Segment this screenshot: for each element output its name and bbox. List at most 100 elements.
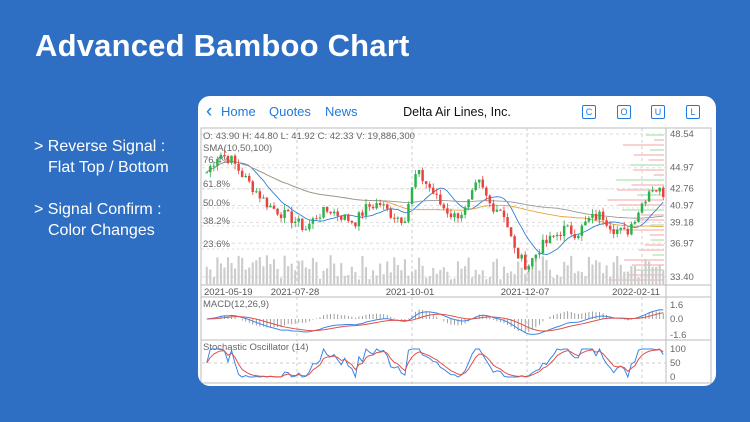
candle-body: [594, 213, 598, 220]
volume-bar: [449, 279, 452, 285]
home-link[interactable]: Home: [221, 104, 256, 119]
volume-bar: [488, 276, 491, 285]
volume-profile-bar: [649, 149, 664, 151]
volume-bar: [594, 260, 598, 285]
candle-body: [230, 155, 233, 163]
candle-body: [322, 206, 325, 218]
candle-body: [414, 174, 417, 188]
candle-body: [569, 225, 573, 235]
sma-label: SMA(10,50,100): [203, 143, 272, 154]
candle-body: [368, 204, 371, 207]
volume-bar: [368, 279, 371, 285]
volume-bar: [524, 274, 527, 285]
volume-bar: [446, 271, 449, 285]
candle-body: [587, 217, 591, 222]
c-button[interactable]: C: [582, 105, 596, 119]
volume-bar: [354, 272, 357, 285]
candle-body: [502, 210, 506, 218]
candle-body: [630, 223, 633, 235]
volume-bar: [315, 261, 318, 285]
volume-bar: [517, 261, 520, 285]
volume-bar: [234, 268, 237, 285]
volume-bar: [407, 275, 410, 285]
volume-bar: [545, 259, 548, 285]
volume-bar: [538, 270, 541, 285]
price-tick-label: 39.18: [670, 217, 694, 228]
candle-body: [577, 235, 580, 239]
volume-bar: [605, 265, 608, 285]
candle-body: [647, 191, 651, 202]
candle-body: [272, 205, 276, 209]
feature-item: > Reverse Signal : Flat Top / Bottom: [34, 136, 169, 178]
candle-body: [562, 225, 566, 237]
candle-body: [262, 197, 265, 199]
volume-bar: [534, 256, 537, 285]
volume-bar: [237, 255, 240, 285]
candle-body: [439, 194, 442, 205]
volume-bar: [379, 263, 382, 285]
news-link[interactable]: News: [325, 104, 358, 119]
volume-bar: [587, 256, 590, 285]
volume-bar: [591, 264, 594, 285]
candle-body: [467, 199, 470, 208]
stock-chart[interactable]: 48.5444.9742.7640.9739.1836.9733.4076.4%…: [198, 96, 716, 386]
quotes-link[interactable]: Quotes: [269, 104, 311, 119]
volume-bar: [311, 257, 314, 285]
volume-bar: [552, 277, 555, 285]
candle-body: [357, 212, 361, 227]
l-button[interactable]: L: [686, 105, 700, 119]
candle-body: [654, 190, 658, 192]
candle-body: [410, 187, 414, 204]
volume-bar: [474, 269, 477, 285]
candle-body: [329, 211, 332, 214]
volume-bar: [340, 263, 343, 285]
headline: Advanced Bamboo Chart: [35, 28, 410, 63]
volume-bar: [460, 268, 463, 285]
candle-body: [308, 223, 311, 230]
price-tick-label: 44.97: [670, 163, 694, 174]
candle-body: [623, 227, 626, 229]
stochastic-tick-label: 100: [670, 344, 686, 355]
candle-body: [244, 175, 247, 178]
candle-body: [251, 181, 255, 193]
feature-item: > Signal Confirm : Color Changes: [34, 199, 169, 241]
volume-bar: [453, 278, 456, 285]
candle-body: [545, 239, 548, 244]
volume-profile-bar: [636, 219, 664, 221]
candle-body: [304, 229, 308, 231]
volume-profile-bar: [653, 174, 664, 176]
volume-bar: [329, 255, 332, 285]
volume-bar: [492, 261, 495, 285]
volume-profile-bar: [607, 199, 664, 201]
volume-bar: [343, 275, 346, 285]
candle-body: [283, 209, 286, 219]
candle-body: [311, 218, 315, 224]
volume-bar: [435, 273, 438, 285]
u-button[interactable]: U: [651, 105, 665, 119]
volume-profile-bar: [608, 279, 664, 281]
candle-body: [431, 187, 435, 194]
candle-body: [371, 206, 375, 209]
volume-bar: [598, 262, 601, 285]
candle-body: [336, 211, 339, 216]
o-button[interactable]: O: [617, 105, 631, 119]
volume-bar: [248, 267, 251, 285]
volume-bar: [563, 261, 566, 285]
candle-body: [350, 220, 354, 223]
macd-tick-label: 0.0: [670, 314, 683, 325]
stochastic-tick-label: 50: [670, 358, 681, 369]
candle-body: [385, 204, 389, 209]
volume-bar: [350, 266, 353, 285]
candle-body: [421, 169, 424, 182]
volume-bar: [382, 274, 385, 285]
volume-bar: [216, 257, 219, 285]
chevron-left-icon[interactable]: ‹: [206, 101, 213, 122]
candle-body: [240, 170, 244, 178]
volume-bar: [372, 270, 375, 285]
candle-body: [608, 225, 612, 230]
candle-body: [637, 212, 640, 222]
candle-body: [223, 154, 226, 157]
fib-level-label: 61.8%: [203, 179, 230, 190]
candle-body: [534, 254, 538, 259]
stochastic-label: Stochastic Oscillator (14): [203, 342, 309, 353]
